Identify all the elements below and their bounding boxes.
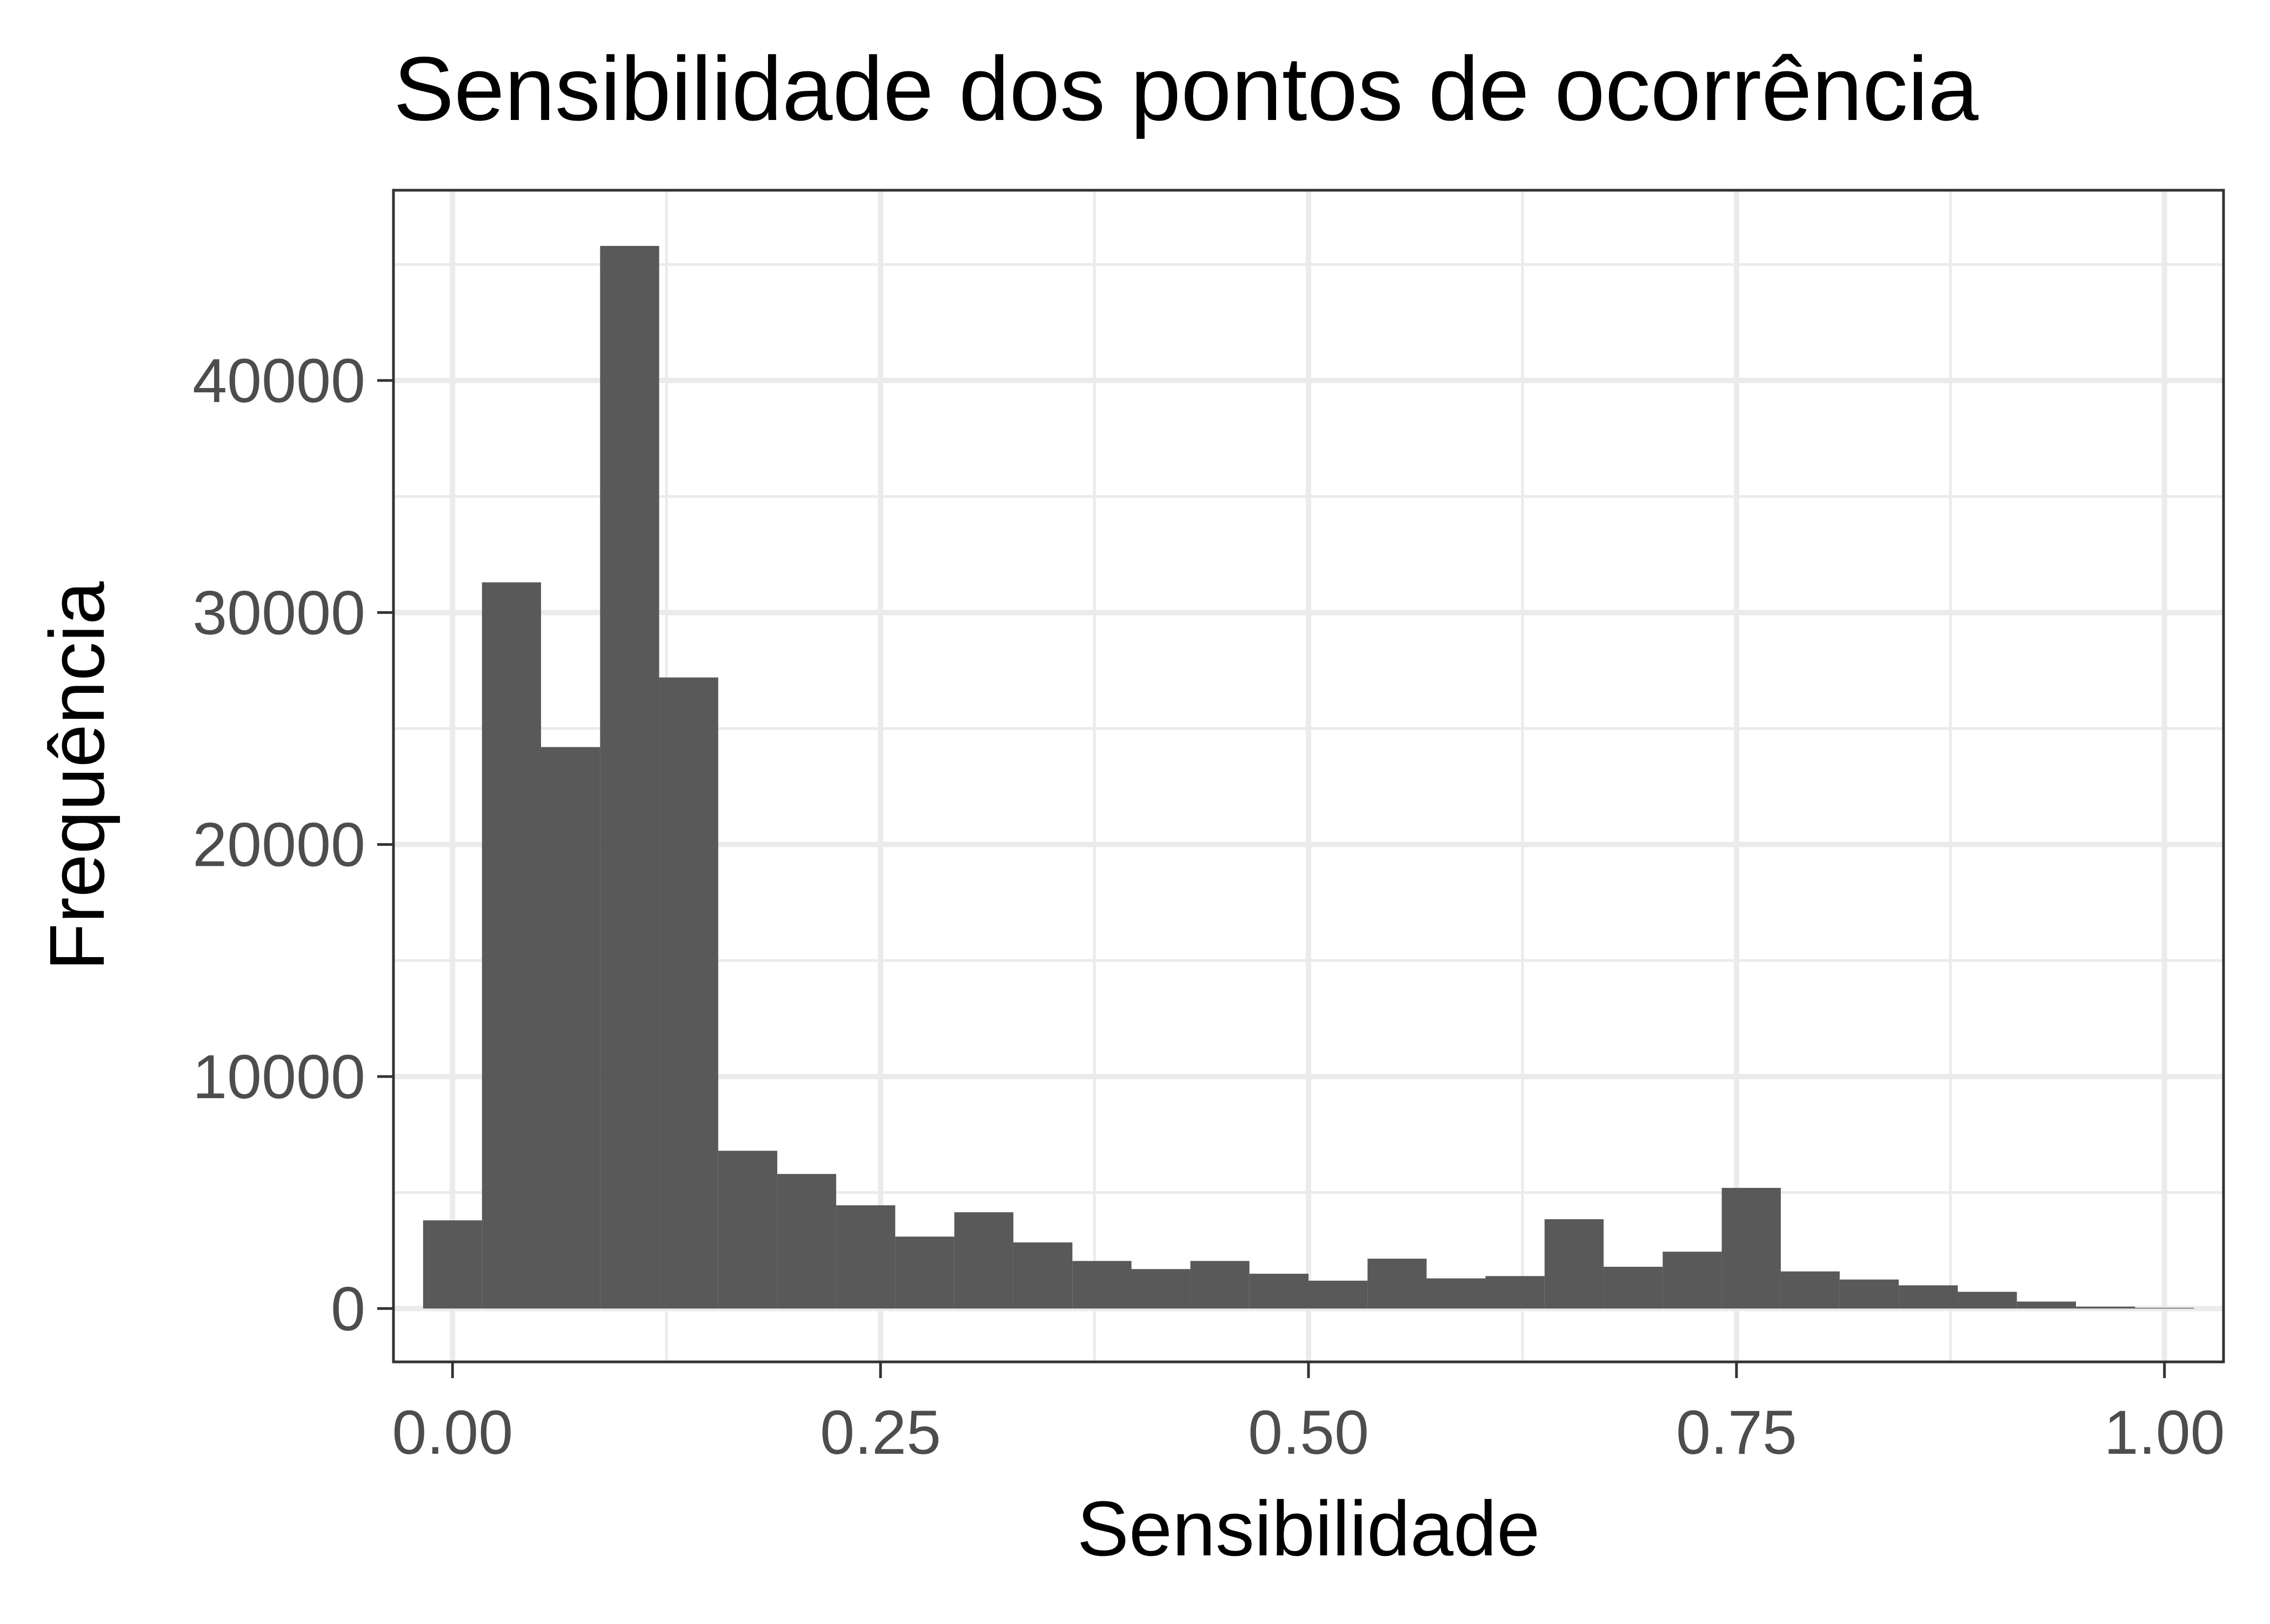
y-tick-label: 20000 [192, 811, 365, 880]
histogram-bar [1839, 1279, 1899, 1309]
histogram-bar [1072, 1261, 1132, 1309]
histogram-bar [482, 582, 542, 1309]
x-tick-label: 0.25 [820, 1398, 941, 1467]
histogram-bar [1013, 1242, 1073, 1309]
bars-layer [423, 246, 2194, 1309]
histogram-bar [1780, 1271, 1840, 1309]
histogram-bar [1367, 1258, 1427, 1309]
histogram-bar [1721, 1188, 1781, 1309]
x-tick-label: 1.00 [2104, 1398, 2225, 1467]
histogram-bar [2017, 1301, 2076, 1309]
histogram-bar [777, 1174, 837, 1309]
histogram-bar [2075, 1306, 2135, 1309]
histogram-bar [895, 1237, 954, 1309]
histogram-bar [954, 1212, 1013, 1309]
x-tick-label: 0.00 [392, 1398, 513, 1467]
histogram-bar [1604, 1266, 1663, 1309]
x-tick-label: 0.50 [1248, 1398, 1369, 1467]
x-tick-label: 0.75 [1676, 1398, 1797, 1467]
histogram-bar [1131, 1269, 1191, 1309]
chart-title: Sensibilidade dos pontos de ocorrência [393, 38, 1979, 139]
histogram-bar [1958, 1292, 2017, 1309]
histogram-bar [1308, 1280, 1368, 1309]
histogram-bar [541, 747, 600, 1309]
histogram-bar [1544, 1219, 1604, 1309]
y-tick-label: 10000 [192, 1042, 365, 1112]
histogram-bar [718, 1151, 778, 1309]
histogram-bar [1485, 1276, 1545, 1309]
y-axis-title: Frequência [34, 581, 121, 971]
histogram-bar [1426, 1278, 1486, 1309]
ticks-layer: 0.00 0.25 0.50 0.75 1.00 0 10000 20000 30000 4000… [192, 346, 2225, 1467]
x-axis-title: Sensibilidade [1077, 1485, 1540, 1572]
histogram-bar [659, 677, 718, 1309]
y-tick-label: 40000 [192, 346, 365, 416]
histogram-bar [423, 1220, 482, 1309]
y-tick-label: 0 [331, 1274, 365, 1344]
histogram-bar [836, 1205, 896, 1309]
histogram-bar [1249, 1273, 1308, 1309]
y-tick-label: 30000 [192, 578, 365, 647]
histogram-bar [1899, 1285, 1958, 1309]
histogram-bar [1663, 1252, 1722, 1309]
histogram-bar [600, 246, 659, 1309]
histogram-bar [1190, 1261, 1250, 1309]
